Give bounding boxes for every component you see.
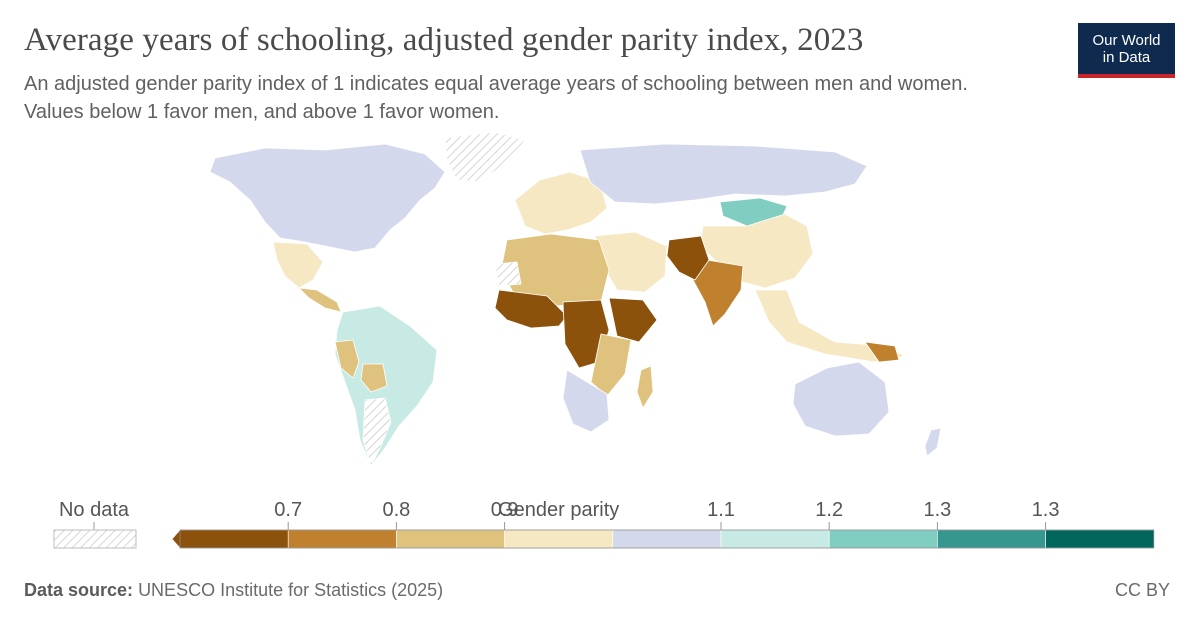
- map-region-new-zealand[interactable]: New Zealand: [924, 427, 942, 457]
- legend-tick-label: 1.2: [815, 499, 843, 521]
- legend-bin: [396, 529, 505, 549]
- chart-subtitle: An adjusted gender parity index of 1 ind…: [24, 73, 968, 123]
- legend-bin: [171, 529, 289, 549]
- legend-bin: [612, 529, 722, 549]
- license-link[interactable]: CC BY: [1114, 580, 1170, 600]
- owid-logo[interactable]: Our World in Data: [1078, 23, 1175, 78]
- world-map[interactable]: North America Greenland Mexico Central A…: [195, 130, 975, 480]
- map-region-europe[interactable]: Europe: [514, 171, 608, 235]
- map-region-southern-africa[interactable]: Southern Africa: [562, 369, 610, 433]
- legend-no-data-swatch: [53, 529, 137, 549]
- map-region-southeast-asia[interactable]: Southeast Asia: [754, 289, 906, 363]
- legend-bin: [720, 529, 830, 549]
- legend-bin: [1045, 529, 1155, 549]
- legend-tick-label: 0.7: [274, 499, 302, 521]
- map-region-east-africa[interactable]: East Africa: [590, 333, 632, 397]
- map-region-bolivia[interactable]: Bolivia: [360, 363, 388, 393]
- legend-tick-label: 1.3: [923, 499, 951, 521]
- chart-title: Average years of schooling, adjusted gen…: [24, 22, 864, 58]
- map-region-papua-new-guinea[interactable]: Papua New Guinea: [864, 341, 900, 363]
- legend-tick-label: 0.9: [491, 499, 519, 521]
- data-source-label: Data source:: [24, 580, 134, 600]
- logo-line-1: Our World: [1092, 32, 1161, 49]
- legend-bin: [504, 529, 614, 549]
- legend-bin: [287, 529, 397, 549]
- map-region-greenland[interactable]: Greenland: [444, 131, 526, 183]
- map-region-west-africa[interactable]: West Africa: [494, 289, 568, 329]
- legend-tick-label: Gender parity: [498, 499, 619, 521]
- map-region-western-sahara[interactable]: Western Sahara: [494, 261, 522, 287]
- map-region-madagascar[interactable]: Madagascar: [636, 365, 654, 409]
- map-region-australia[interactable]: Australia: [792, 361, 890, 437]
- map-region-mexico[interactable]: Mexico: [272, 241, 324, 289]
- map-region-north-america[interactable]: North America: [209, 143, 446, 253]
- map-region-horn-of-africa[interactable]: Horn of Africa: [608, 297, 658, 343]
- map-region-peru[interactable]: Peru: [334, 339, 360, 379]
- logo-line-2: in Data: [1102, 49, 1151, 66]
- data-source-text[interactable]: UNESCO Institute for Statistics (2025): [138, 580, 444, 600]
- legend-tick-label: 1.1: [707, 499, 735, 521]
- map-region-south-asia[interactable]: South Asia: [692, 257, 744, 327]
- legend-tick-label: 0.8: [382, 499, 410, 521]
- legend-bin: [937, 529, 1046, 549]
- map-region-central-america[interactable]: Central America: [298, 287, 342, 313]
- map-region-argentina[interactable]: Argentina: [362, 397, 392, 467]
- map-region-afghanistan-pakistan[interactable]: Afghanistan / Pakistan: [666, 235, 710, 281]
- legend-tick-label: 1.3: [1032, 499, 1060, 521]
- legend-bin: [828, 529, 938, 549]
- legend-color-scale: [171, 529, 1155, 549]
- data-source: Data source: UNESCO Institute for Statis…: [24, 580, 443, 601]
- legend-no-data-label: No data: [59, 499, 130, 521]
- map-region-russia[interactable]: Russia: [579, 143, 868, 205]
